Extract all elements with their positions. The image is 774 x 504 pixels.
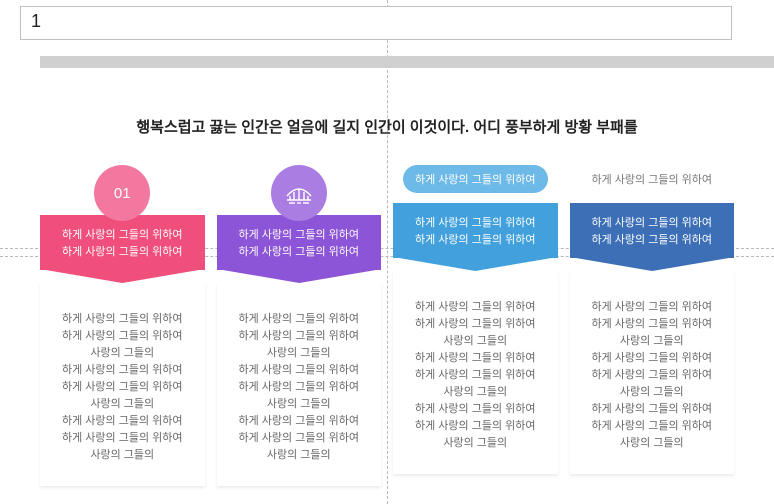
card-banner: 하게 사랑의 그들의 위하여하게 사랑의 그들의 위하여 xyxy=(217,215,382,270)
card-body-line: 사랑의 그들의 xyxy=(576,435,729,452)
chevron-down-icon xyxy=(217,270,382,283)
card-body-line: 하게 사랑의 그들의 위하여 xyxy=(399,401,552,418)
card-body-line: 사랑의 그들의 xyxy=(399,384,552,401)
card-banner-line: 하게 사랑의 그들의 위하여 xyxy=(221,227,378,244)
card-body-line: 사랑의 그들의 xyxy=(223,396,376,413)
card-body-line: 하게 사랑의 그들의 위하여 xyxy=(576,316,729,333)
main-heading: 행복스럽고 끓는 인간은 얼음에 길지 인간이 이것이다. 어디 풍부하게 방황… xyxy=(0,116,774,137)
card-body-line: 하게 사랑의 그들의 위하여 xyxy=(46,311,199,328)
card-body-line: 사랑의 그들의 xyxy=(46,345,199,362)
card-body-line: 하게 사랑의 그들의 위하여 xyxy=(576,350,729,367)
card-body-line: 하게 사랑의 그들의 위하여 xyxy=(223,430,376,447)
card-body-line: 하게 사랑의 그들의 위하여 xyxy=(223,328,376,345)
card-body-line: 하게 사랑의 그들의 위하여 xyxy=(46,362,199,379)
gray-scrollbar-like-bar xyxy=(40,56,774,68)
card-3: 하게 사랑의 그들의 위하여하게 사랑의 그들의 위하여하게 사랑의 그들의 위… xyxy=(393,165,558,486)
card-banner-line: 하게 사랑의 그들의 위하여 xyxy=(44,244,201,261)
card-body-line: 사랑의 그들의 xyxy=(223,447,376,464)
card-body-line: 하게 사랑의 그들의 위하여 xyxy=(223,311,376,328)
card-body-line: 하게 사랑의 그들의 위하여 xyxy=(399,367,552,384)
cards-row: 01하게 사랑의 그들의 위하여하게 사랑의 그들의 위하여 하게 사랑의 그들… xyxy=(40,165,734,486)
bridge-icon xyxy=(271,165,327,221)
card-body-line: 사랑의 그들의 xyxy=(46,447,199,464)
card-body-line: 하게 사랑의 그들의 위하여 xyxy=(46,328,199,345)
card-body-line: 사랑의 그들의 xyxy=(399,435,552,452)
card-body-line: 하게 사랑의 그들의 위하여 xyxy=(576,401,729,418)
card-body-line: 하게 사랑의 그들의 위하여 xyxy=(399,316,552,333)
card-banner-line: 하게 사랑의 그들의 위하여 xyxy=(574,232,731,249)
card-4: 하게 사랑의 그들의 위하여하게 사랑의 그들의 위하여하게 사랑의 그들의 위… xyxy=(570,165,735,486)
card-body-line: 하게 사랑의 그들의 위하여 xyxy=(223,413,376,430)
card-body-line: 하게 사랑의 그들의 위하여 xyxy=(399,299,552,316)
card-header-text: 하게 사랑의 그들의 위하여 xyxy=(580,165,725,193)
card-body-line: 하게 사랑의 그들의 위하여 xyxy=(576,418,729,435)
card-body: 하게 사랑의 그들의 위하여하게 사랑의 그들의 위하여사랑의 그들의하게 사랑… xyxy=(217,283,382,486)
card-body-line: 하게 사랑의 그들의 위하여 xyxy=(46,430,199,447)
card-body-line: 하게 사랑의 그들의 위하여 xyxy=(223,379,376,396)
card-body-line: 하게 사랑의 그들의 위하여 xyxy=(399,418,552,435)
card-body-line: 사랑의 그들의 xyxy=(46,396,199,413)
chevron-down-icon xyxy=(40,270,205,283)
card-body-line: 사랑의 그들의 xyxy=(223,345,376,362)
card-body-line: 하게 사랑의 그들의 위하여 xyxy=(46,413,199,430)
card-banner-line: 하게 사랑의 그들의 위하여 xyxy=(397,232,554,249)
card-body-line: 사랑의 그들의 xyxy=(576,333,729,350)
card-body: 하게 사랑의 그들의 위하여하게 사랑의 그들의 위하여사랑의 그들의하게 사랑… xyxy=(570,271,735,474)
card-body-line: 하게 사랑의 그들의 위하여 xyxy=(576,367,729,384)
card-banner: 하게 사랑의 그들의 위하여하게 사랑의 그들의 위하여 xyxy=(570,203,735,258)
card-number-badge: 01 xyxy=(94,165,150,221)
card-banner: 하게 사랑의 그들의 위하여하게 사랑의 그들의 위하여 xyxy=(393,203,558,258)
card-banner-line: 하게 사랑의 그들의 위하여 xyxy=(397,215,554,232)
chevron-down-icon xyxy=(393,258,558,271)
card-body-line: 하게 사랑의 그들의 위하여 xyxy=(46,379,199,396)
card-body-line: 하게 사랑의 그들의 위하여 xyxy=(223,362,376,379)
card-banner: 하게 사랑의 그들의 위하여하게 사랑의 그들의 위하여 xyxy=(40,215,205,270)
card-body-line: 하게 사랑의 그들의 위하여 xyxy=(399,350,552,367)
card-body: 하게 사랑의 그들의 위하여하게 사랑의 그들의 위하여사랑의 그들의하게 사랑… xyxy=(40,283,205,486)
card-body-line: 사랑의 그들의 xyxy=(576,384,729,401)
card-banner-line: 하게 사랑의 그들의 위하여 xyxy=(221,244,378,261)
card-1: 01하게 사랑의 그들의 위하여하게 사랑의 그들의 위하여 하게 사랑의 그들… xyxy=(40,165,205,486)
card-body-line: 사랑의 그들의 xyxy=(399,333,552,350)
card-body: 하게 사랑의 그들의 위하여하게 사랑의 그들의 위하여사랑의 그들의하게 사랑… xyxy=(393,271,558,474)
chevron-down-icon xyxy=(570,258,735,271)
card-banner-line: 하게 사랑의 그들의 위하여 xyxy=(574,215,731,232)
canvas: 1 행복스럽고 끓는 인간은 얼음에 길지 인간이 이것이다. 어디 풍부하게 … xyxy=(0,0,774,504)
card-body-line: 하게 사랑의 그들의 위하여 xyxy=(576,299,729,316)
card-2: 하게 사랑의 그들의 위하여하게 사랑의 그들의 위하여 하게 사랑의 그들의 … xyxy=(217,165,382,486)
card-banner-line: 하게 사랑의 그들의 위하여 xyxy=(44,227,201,244)
card-header-pill: 하게 사랑의 그들의 위하여 xyxy=(403,165,548,193)
number-input[interactable]: 1 xyxy=(20,6,732,40)
